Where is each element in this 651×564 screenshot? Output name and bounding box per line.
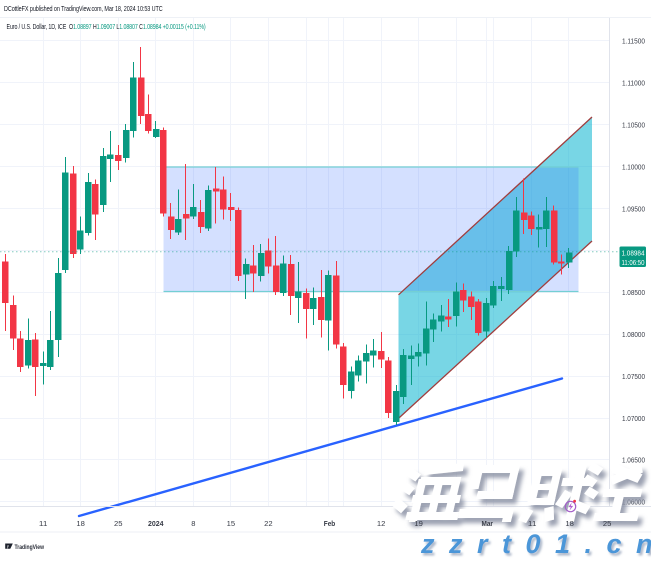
svg-text:2024: 2024 <box>148 519 164 528</box>
svg-text:1.11500: 1.11500 <box>622 37 645 46</box>
svg-text:1.11000: 1.11000 <box>622 79 645 88</box>
svg-text:DCottleFX published on Trading: DCottleFX published on TradingView.com, … <box>4 5 163 13</box>
svg-text:22: 22 <box>264 519 273 528</box>
svg-text:1.07000: 1.07000 <box>622 414 645 423</box>
svg-text:11: 11 <box>39 519 48 528</box>
svg-text:1.09500: 1.09500 <box>622 204 645 213</box>
svg-text:25: 25 <box>114 519 123 528</box>
svg-text:1.10500: 1.10500 <box>622 121 645 130</box>
svg-text:Mar: Mar <box>481 519 493 528</box>
svg-text:18: 18 <box>565 519 574 528</box>
svg-text:zzrt01.cn: zzrt01.cn <box>420 529 651 559</box>
svg-text:19: 19 <box>414 519 423 528</box>
svg-text:1.08984: 1.08984 <box>622 249 645 258</box>
svg-text:1.07500: 1.07500 <box>622 372 645 381</box>
svg-text:1.10000: 1.10000 <box>622 162 645 171</box>
svg-text:1.06000: 1.06000 <box>622 498 645 507</box>
svg-text:1.08500: 1.08500 <box>622 288 645 297</box>
svg-text:TradingView: TradingView <box>15 544 45 551</box>
svg-text:1.06500: 1.06500 <box>622 456 645 465</box>
svg-text:25: 25 <box>603 519 612 528</box>
svg-text:11: 11 <box>528 519 537 528</box>
svg-text:8: 8 <box>191 519 195 528</box>
svg-text:12: 12 <box>377 519 386 528</box>
svg-text:Euro / U.S. Dollar, 1D, ICE O: Euro / U.S. Dollar, 1D, ICE O1.08897 H1.… <box>7 23 206 31</box>
svg-text:15: 15 <box>227 519 236 528</box>
svg-text:Feb: Feb <box>324 519 336 528</box>
svg-text:1.08000: 1.08000 <box>622 330 645 339</box>
svg-text:18: 18 <box>76 519 85 528</box>
svg-text:11:06:50: 11:06:50 <box>622 258 645 267</box>
